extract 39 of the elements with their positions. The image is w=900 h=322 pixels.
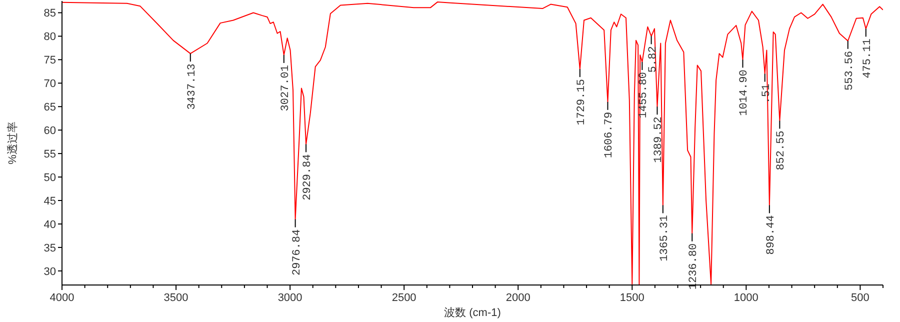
y-tick-label: 60: [44, 124, 56, 137]
x-tick-label: 500: [851, 292, 870, 304]
x-tick-label: 1000: [734, 292, 758, 304]
annotation: 2976.84: [291, 228, 304, 276]
x-tick-label: 3500: [164, 292, 188, 304]
y-tick-label: 65: [44, 101, 56, 114]
annotation: 3027.01: [280, 64, 292, 112]
annotation: 1365.31: [658, 214, 671, 262]
y-tick-label: 35: [44, 242, 56, 254]
annotation: 5.82: [647, 46, 660, 73]
y-tick-label: 40: [44, 218, 56, 231]
x-tick-label: 2500: [392, 292, 416, 304]
annotation: 1455.80: [638, 72, 650, 118]
y-tick-label: 75: [44, 54, 56, 67]
x-tick-label: 2000: [506, 292, 530, 304]
annotation: 852.55: [776, 130, 788, 170]
y-tick-label: 70: [44, 78, 56, 90]
annotation: 3437.13: [186, 64, 198, 110]
y-tick-label: 85: [44, 8, 56, 20]
y-tick-label: 30: [44, 266, 56, 278]
x-tick-label: 1500: [620, 292, 644, 304]
annotation: 475.11: [862, 38, 874, 78]
annotation: 898.44: [765, 214, 778, 255]
y-tick-label: 80: [44, 31, 56, 44]
x-tick-label: 4000: [50, 292, 74, 304]
annotation: 1014.90: [738, 70, 751, 116]
annotation: 1606.79: [604, 112, 616, 158]
y-axis-title: %透过率: [6, 122, 19, 164]
x-tick-label: 3000: [278, 292, 302, 304]
y-tick-label: 50: [44, 172, 56, 184]
x-axis-title: 波数 (cm-1): [444, 306, 501, 319]
annotation: 1729.15: [576, 79, 588, 126]
annotation: 1389.52: [653, 116, 666, 163]
y-tick-label: 55: [44, 148, 56, 160]
y-tick-label: 45: [44, 195, 56, 208]
annotation: 1236.80: [688, 243, 700, 290]
annotation: 553.56: [844, 50, 856, 91]
annotation: .51: [760, 83, 773, 104]
annotation: 2929.84: [302, 154, 314, 200]
